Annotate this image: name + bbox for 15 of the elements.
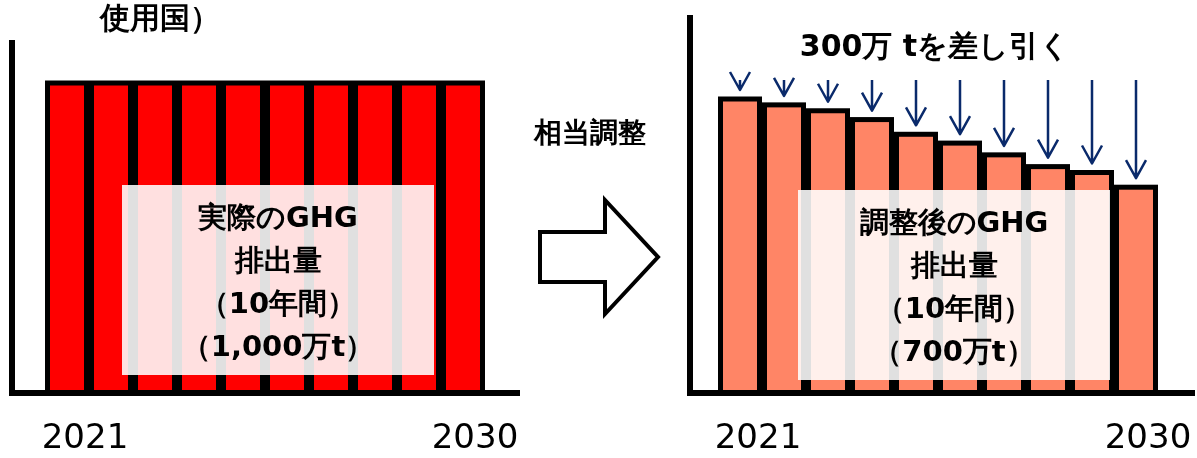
x-tick-label: 2030 [1104,416,1192,456]
x-tick-label: 2030 [431,416,519,456]
chart-title: 使用国） [99,0,220,35]
annotation: 調整後のGHG [859,205,1049,239]
annotation: 実際のGHG [197,200,358,234]
annotation: （1,000万t） [181,329,375,363]
annotation: 排出量 [233,243,322,277]
annotation: （10年間） [199,286,357,320]
annotation: （700万t） [873,334,1035,368]
chart-title: 300万 tを差し引く [799,28,1071,63]
x-tick-label: 2021 [41,416,129,456]
x-tick-label: 2021 [714,416,802,456]
annotation: 排出量 [909,248,998,282]
annotation: （10年間） [875,291,1033,325]
text: 相当調整 [533,116,646,149]
